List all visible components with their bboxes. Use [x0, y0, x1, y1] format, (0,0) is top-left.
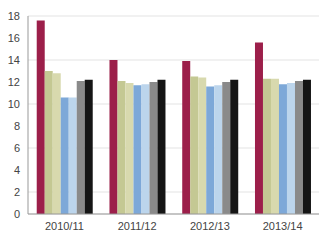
svg-text:0: 0 — [14, 208, 20, 220]
svg-text:2012/13: 2012/13 — [190, 220, 230, 232]
svg-text:2013/14: 2013/14 — [263, 220, 303, 232]
svg-text:12: 12 — [8, 76, 20, 88]
svg-text:8: 8 — [14, 120, 20, 132]
svg-text:14: 14 — [8, 54, 20, 66]
svg-text:18: 18 — [8, 10, 20, 22]
svg-text:16: 16 — [8, 32, 20, 44]
svg-text:10: 10 — [8, 98, 20, 110]
svg-text:2010/11: 2010/11 — [45, 220, 84, 232]
svg-text:6: 6 — [14, 142, 20, 154]
svg-text:4: 4 — [14, 164, 20, 176]
svg-text:2011/12: 2011/12 — [118, 220, 157, 232]
svg-text:2: 2 — [14, 186, 20, 198]
